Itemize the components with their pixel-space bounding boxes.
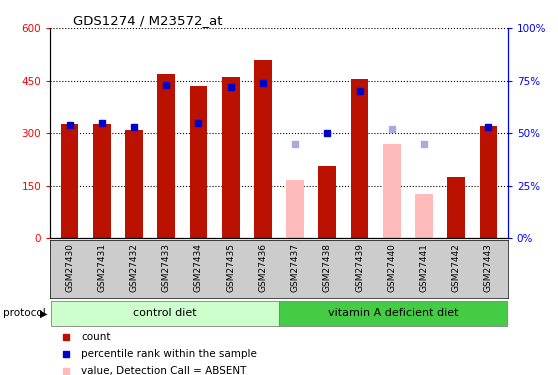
Text: GDS1274 / M23572_at: GDS1274 / M23572_at [73,14,223,27]
Text: count: count [81,332,111,342]
Text: GSM27436: GSM27436 [258,243,267,292]
Text: ▶: ▶ [40,309,47,318]
Text: GSM27438: GSM27438 [323,243,332,292]
Bar [93,124,110,238]
Bar [350,79,368,238]
Bar [448,177,465,238]
Bar [51,302,278,326]
Bar [383,144,401,238]
Text: GSM27437: GSM27437 [291,243,300,292]
Bar [415,194,433,238]
Text: protocol: protocol [3,309,46,318]
Bar [222,77,239,238]
Bar [190,86,208,238]
Text: control diet: control diet [133,308,196,318]
Text: GSM27442: GSM27442 [452,243,461,292]
Text: GSM27439: GSM27439 [355,243,364,292]
Text: GSM27434: GSM27434 [194,243,203,292]
Bar [254,60,272,238]
Text: GSM27432: GSM27432 [129,243,138,292]
Text: GSM27435: GSM27435 [226,243,235,292]
Text: GSM27440: GSM27440 [387,243,396,292]
Bar [479,126,497,238]
Bar [125,130,143,238]
Text: GSM27430: GSM27430 [65,243,74,292]
Bar [157,74,175,238]
Text: GSM27441: GSM27441 [420,243,429,292]
Text: GSM27443: GSM27443 [484,243,493,292]
Text: vitamin A deficient diet: vitamin A deficient diet [328,308,459,318]
Text: GSM27431: GSM27431 [97,243,106,292]
Bar [286,180,304,238]
Text: value, Detection Call = ABSENT: value, Detection Call = ABSENT [81,366,247,375]
Bar [61,124,79,238]
Bar [319,166,336,238]
Text: GSM27433: GSM27433 [162,243,171,292]
Text: percentile rank within the sample: percentile rank within the sample [81,349,257,359]
Bar [280,302,507,326]
